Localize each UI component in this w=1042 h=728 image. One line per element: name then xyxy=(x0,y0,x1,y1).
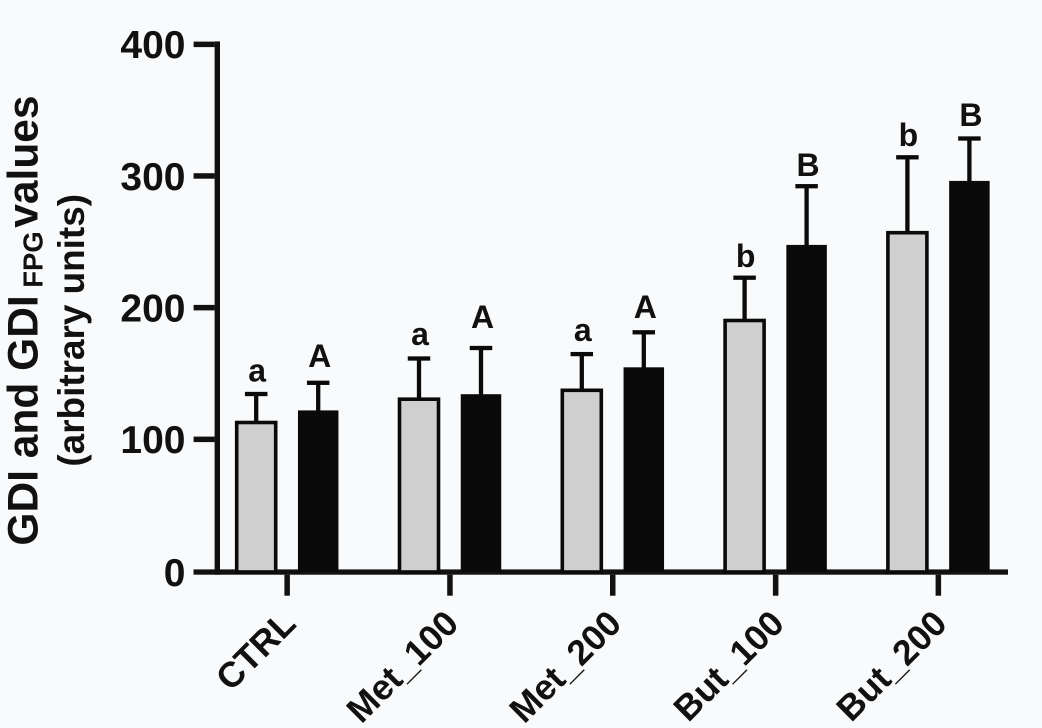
svg-text:b: b xyxy=(736,238,756,274)
svg-text:b: b xyxy=(899,117,919,153)
svg-text:A: A xyxy=(471,299,494,335)
svg-text:100: 100 xyxy=(120,419,185,462)
svg-text:a: a xyxy=(574,312,592,348)
svg-text:A: A xyxy=(308,338,331,374)
svg-text:GDI and GDIFPGvalues: GDI and GDIFPGvalues xyxy=(1,95,49,545)
svg-text:a: a xyxy=(248,352,266,388)
svg-text:A: A xyxy=(634,289,657,325)
svg-text:200: 200 xyxy=(120,288,185,331)
svg-text:(arbitrary units): (arbitrary units) xyxy=(51,194,92,467)
svg-text:400: 400 xyxy=(120,24,185,67)
svg-text:0: 0 xyxy=(164,552,186,595)
svg-text:a: a xyxy=(411,316,429,352)
svg-text:300: 300 xyxy=(120,156,185,199)
svg-text:B: B xyxy=(959,97,982,133)
svg-text:B: B xyxy=(797,147,820,183)
